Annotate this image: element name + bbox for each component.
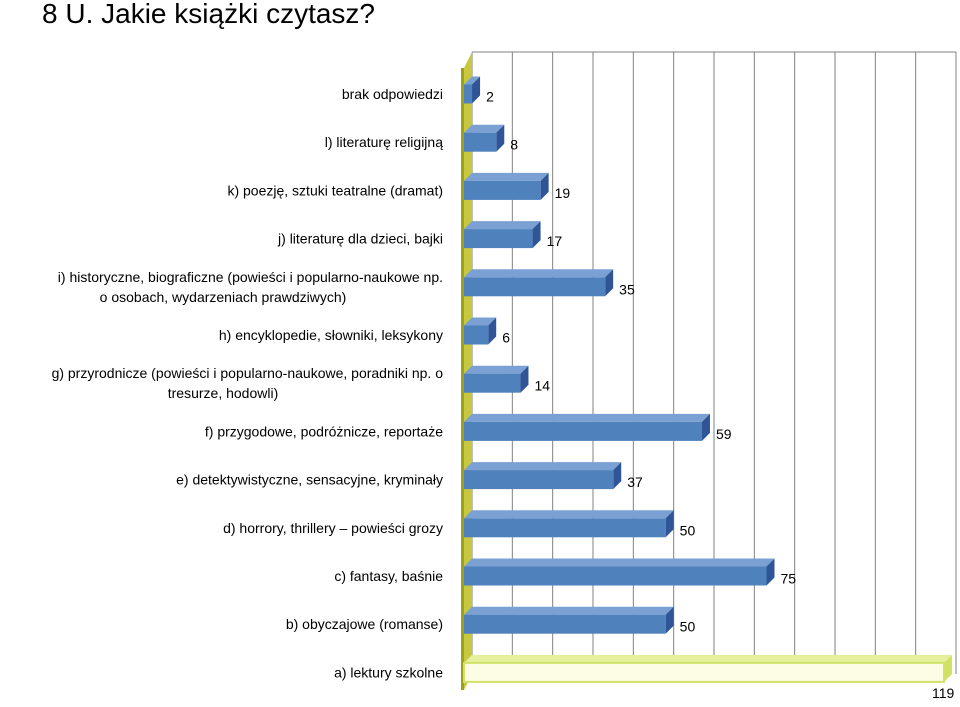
bar-side — [665, 606, 674, 634]
bar — [464, 606, 674, 634]
bar-side — [605, 269, 614, 297]
bar-top — [464, 269, 614, 278]
data-label: 2 — [486, 89, 494, 105]
bar — [464, 269, 614, 297]
category-label: brak odpowiedzi — [342, 86, 443, 102]
bar-side — [701, 413, 710, 441]
page-title: 8 U. Jakie książki czytasz? — [42, 0, 375, 29]
bar-front — [464, 325, 489, 345]
bar-top — [464, 221, 541, 230]
bar-side — [496, 124, 505, 152]
bar-side — [613, 462, 622, 490]
bar-front — [464, 373, 521, 393]
data-label: 37 — [627, 474, 643, 490]
bar — [464, 462, 622, 490]
bar-front — [464, 518, 666, 538]
bar-top — [464, 510, 674, 519]
bar-side — [520, 365, 529, 393]
data-label: 50 — [680, 522, 696, 538]
category-label: a) lektury szkolne — [334, 664, 443, 680]
bar-front — [463, 661, 945, 683]
bar — [464, 124, 505, 152]
bar-top — [464, 172, 549, 181]
category-label: e) detektywistyczne, sensacyjne, krymina… — [176, 472, 443, 488]
data-label: 8 — [510, 137, 518, 153]
bar-top — [464, 462, 622, 471]
bar-side — [766, 558, 775, 586]
category-label: b) obyczajowe (romanse) — [286, 616, 443, 632]
bar — [463, 654, 952, 683]
bar-side — [532, 221, 541, 249]
category-label: d) horrory, thrillery – powieści grozy — [223, 520, 443, 536]
bar — [464, 558, 775, 586]
category-label: g) przyrodnicze (powieści i popularno-na… — [52, 365, 444, 381]
category-label: tresurze, hodowli) — [168, 385, 279, 401]
bar — [464, 172, 549, 200]
chart-category-labels: brak odpowiedzi l) literaturę religijną k)… — [52, 86, 444, 680]
bar-top — [464, 606, 674, 615]
bar — [464, 413, 710, 441]
chart-bars — [463, 76, 952, 683]
bar-side — [472, 76, 481, 104]
bar — [464, 510, 674, 538]
bar-front — [464, 470, 614, 490]
category-label: l) literaturę religijną — [325, 134, 443, 150]
bar-front — [464, 180, 541, 200]
bar-front — [464, 277, 606, 297]
bar-top — [464, 558, 775, 567]
chart-value-labels: 2 8 19 17 35 6 14 59 37 50 75 50 119 — [486, 89, 954, 701]
data-label: 14 — [534, 378, 550, 394]
data-label: 50 — [680, 619, 696, 635]
data-label: 35 — [619, 281, 635, 297]
bar — [464, 76, 481, 104]
bar-front — [464, 84, 473, 104]
wall-front — [461, 68, 464, 690]
bar — [464, 317, 497, 345]
category-label: f) przygodowe, podróżnicze, reportaże — [205, 423, 443, 439]
data-label: 119 — [932, 685, 955, 701]
category-label: k) poezję, sztuki teatralne (dramat) — [227, 182, 443, 198]
bar-front — [464, 566, 767, 586]
category-label: o osobach, wydarzeniach prawdziwych) — [100, 289, 347, 305]
bar — [464, 221, 541, 249]
data-label: 6 — [502, 330, 510, 346]
bar-front — [464, 229, 533, 249]
bar-front — [464, 132, 497, 152]
bar-top — [464, 317, 497, 326]
bar-top — [464, 413, 710, 422]
bar-side — [540, 172, 549, 200]
category-label: i) historyczne, biograficzne (powieści i… — [58, 269, 443, 285]
bar-top — [464, 365, 529, 374]
bar-side — [943, 654, 952, 682]
category-label: c) fantasy, baśnie — [334, 568, 443, 584]
category-label: j) literaturę dla dzieci, bajki — [277, 231, 443, 247]
bar-top — [464, 124, 505, 133]
data-label: 17 — [547, 233, 563, 249]
bar-top — [464, 76, 481, 85]
bar-top — [464, 654, 952, 663]
bar-side — [488, 317, 497, 345]
data-label: 75 — [781, 571, 797, 587]
bar-side — [665, 510, 674, 538]
bar-front — [464, 421, 702, 441]
data-label: 19 — [555, 185, 571, 201]
category-label: h) encyklopedie, słowniki, leksykony — [219, 327, 443, 343]
bar — [464, 365, 529, 393]
data-label: 59 — [716, 426, 732, 442]
chart-grid — [471, 51, 957, 674]
bar-front — [464, 614, 666, 634]
